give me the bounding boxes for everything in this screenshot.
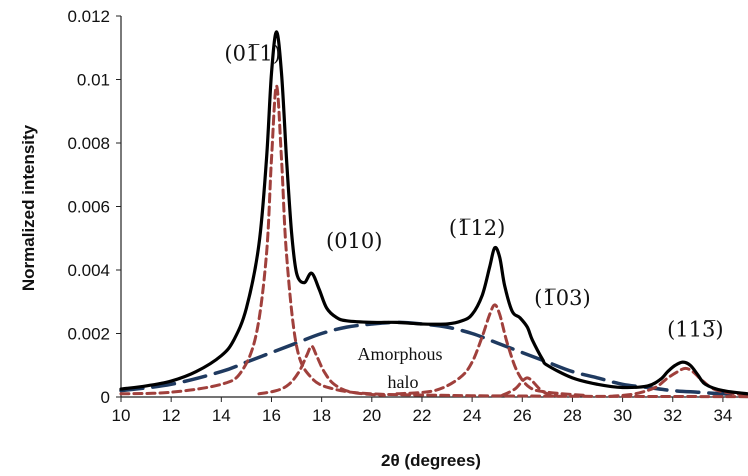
y-tick-label: 0.008 <box>67 134 110 153</box>
peak-label: (01̅1) <box>224 41 280 65</box>
amorphous-halo-line <box>119 320 748 397</box>
axes: 10 12 14 16 18 20 22 24 26 28 30 32 34 0 0.002 0.004 0.0… <box>67 7 748 425</box>
y-tick-label: 0.002 <box>67 325 110 344</box>
series-layer <box>119 30 748 399</box>
peak-label: (1̅12) <box>449 216 505 240</box>
total-intensity-line <box>119 30 748 396</box>
x-tick-label: 14 <box>212 406 231 425</box>
x-tick-label: 24 <box>463 406 482 425</box>
x-axis-label: 2θ (degrees) <box>381 451 481 470</box>
x-tick-label: 20 <box>362 406 381 425</box>
halo-label-line2: halo <box>388 372 419 392</box>
peak-label: (010) <box>326 229 382 253</box>
y-tick-label: 0.01 <box>77 71 110 90</box>
peak-label: (1̅03) <box>534 286 590 310</box>
peak-fit-line <box>395 303 587 397</box>
y-tick-label: 0.012 <box>67 7 110 26</box>
x-tick-label: 34 <box>713 406 732 425</box>
x-tick-label: 30 <box>613 406 632 425</box>
peak-fit-line <box>257 344 386 397</box>
x-tick-label: 26 <box>513 406 532 425</box>
x-tick-label: 10 <box>112 406 131 425</box>
y-axis-label: Normalized intensity <box>19 124 38 291</box>
halo-label-line1: Amorphous <box>358 344 443 364</box>
x-tick-label: 22 <box>412 406 431 425</box>
peak-fit-line <box>119 84 748 399</box>
y-tick-label: 0 <box>101 388 110 407</box>
x-tick-label: 18 <box>312 406 331 425</box>
x-tick-label: 28 <box>563 406 582 425</box>
peak-label: (113̅) <box>667 318 723 342</box>
x-tick-label: 16 <box>262 406 281 425</box>
y-tick-label: 0.004 <box>67 261 110 280</box>
annotation-layer: (01̅1) (010) (1̅12) (1̅03) (113̅) <box>224 41 723 341</box>
y-tick-label: 0.006 <box>67 198 110 217</box>
x-tick-label: 32 <box>663 406 682 425</box>
peak-fit-line <box>500 376 559 398</box>
x-tick-label: 12 <box>162 406 181 425</box>
